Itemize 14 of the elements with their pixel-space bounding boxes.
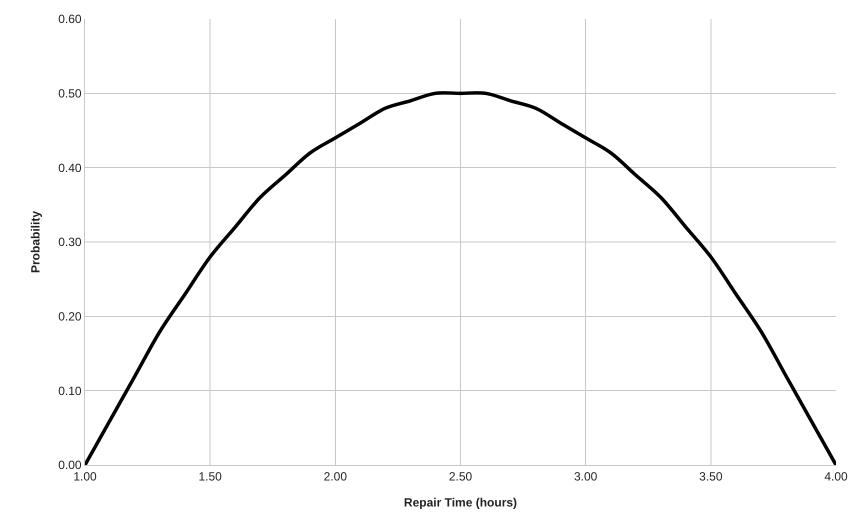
- y-tick-label: 0.20: [58, 310, 82, 324]
- x-axis-title: Repair Time (hours): [404, 495, 518, 510]
- x-tick-label: 3.50: [699, 469, 723, 484]
- y-axis-title: Probability: [28, 210, 43, 274]
- x-tick-label: 2.00: [324, 469, 348, 484]
- y-tick-label: 0.40: [58, 160, 82, 175]
- x-tick-label: 1.50: [198, 469, 222, 484]
- y-tick-label: 0.60: [58, 12, 82, 26]
- x-tick-label: 4.00: [824, 469, 848, 484]
- x-tick-label: 2.50: [448, 469, 472, 484]
- x-tick-label: 3.00: [574, 469, 598, 484]
- y-tick-label: 0.50: [58, 86, 82, 101]
- y-tick-label: 0.30: [58, 235, 82, 250]
- y-tick-label: 0.10: [58, 384, 82, 398]
